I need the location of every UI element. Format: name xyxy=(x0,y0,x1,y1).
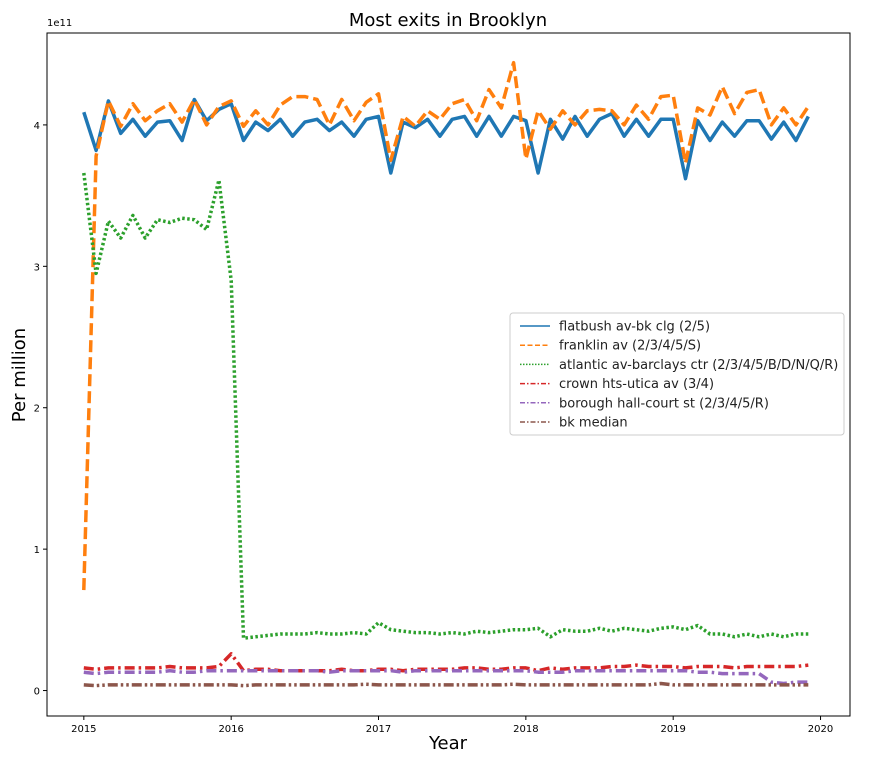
series-line-2 xyxy=(82,60,810,591)
x-axis-label: Year xyxy=(428,733,468,754)
y-tick-label: 1 xyxy=(34,545,40,556)
legend-label: atlantic av-barclays ctr (2/3/4/5/B/D/N/… xyxy=(559,358,838,373)
plot-lines xyxy=(82,60,810,688)
plot-frame xyxy=(46,32,851,717)
chart-title: Most exits in Brooklyn xyxy=(349,10,547,31)
x-tick-label: 2019 xyxy=(660,724,685,735)
y-axis-ticks: 0 1 2 3 4 xyxy=(34,121,47,698)
series-line-6 xyxy=(83,681,809,688)
legend: flatbush av-bk clg (2/5) franklin av (2/3… xyxy=(509,312,845,436)
legend-label: crown hts-utica av (3/4) xyxy=(559,377,714,392)
legend-label: borough hall-court st (2/3/4/5/R) xyxy=(559,396,769,411)
y-axis-label: Per million xyxy=(9,328,30,422)
series-line-5 xyxy=(83,668,809,686)
x-tick-label: 2016 xyxy=(218,724,243,735)
x-tick-label: 2018 xyxy=(513,724,538,735)
legend-label: franklin av (2/3/4/5/S) xyxy=(559,339,701,354)
y-axis-offset-label: 1e11 xyxy=(47,18,72,29)
y-tick-label: 3 xyxy=(34,262,40,273)
x-axis-ticks: 2015 2016 2017 2018 2019 2020 xyxy=(71,716,833,735)
legend-box xyxy=(509,312,845,436)
y-tick-label: 4 xyxy=(34,121,40,132)
y-tick-label: 2 xyxy=(34,404,40,415)
x-tick-label: 2015 xyxy=(71,724,96,735)
x-tick-label: 2017 xyxy=(366,724,391,735)
legend-label: flatbush av-bk clg (2/5) xyxy=(559,320,710,335)
x-tick-label: 2020 xyxy=(808,724,833,735)
series-line-3 xyxy=(82,172,809,640)
legend-label: bk median xyxy=(559,416,628,431)
y-tick-label: 0 xyxy=(34,687,40,698)
